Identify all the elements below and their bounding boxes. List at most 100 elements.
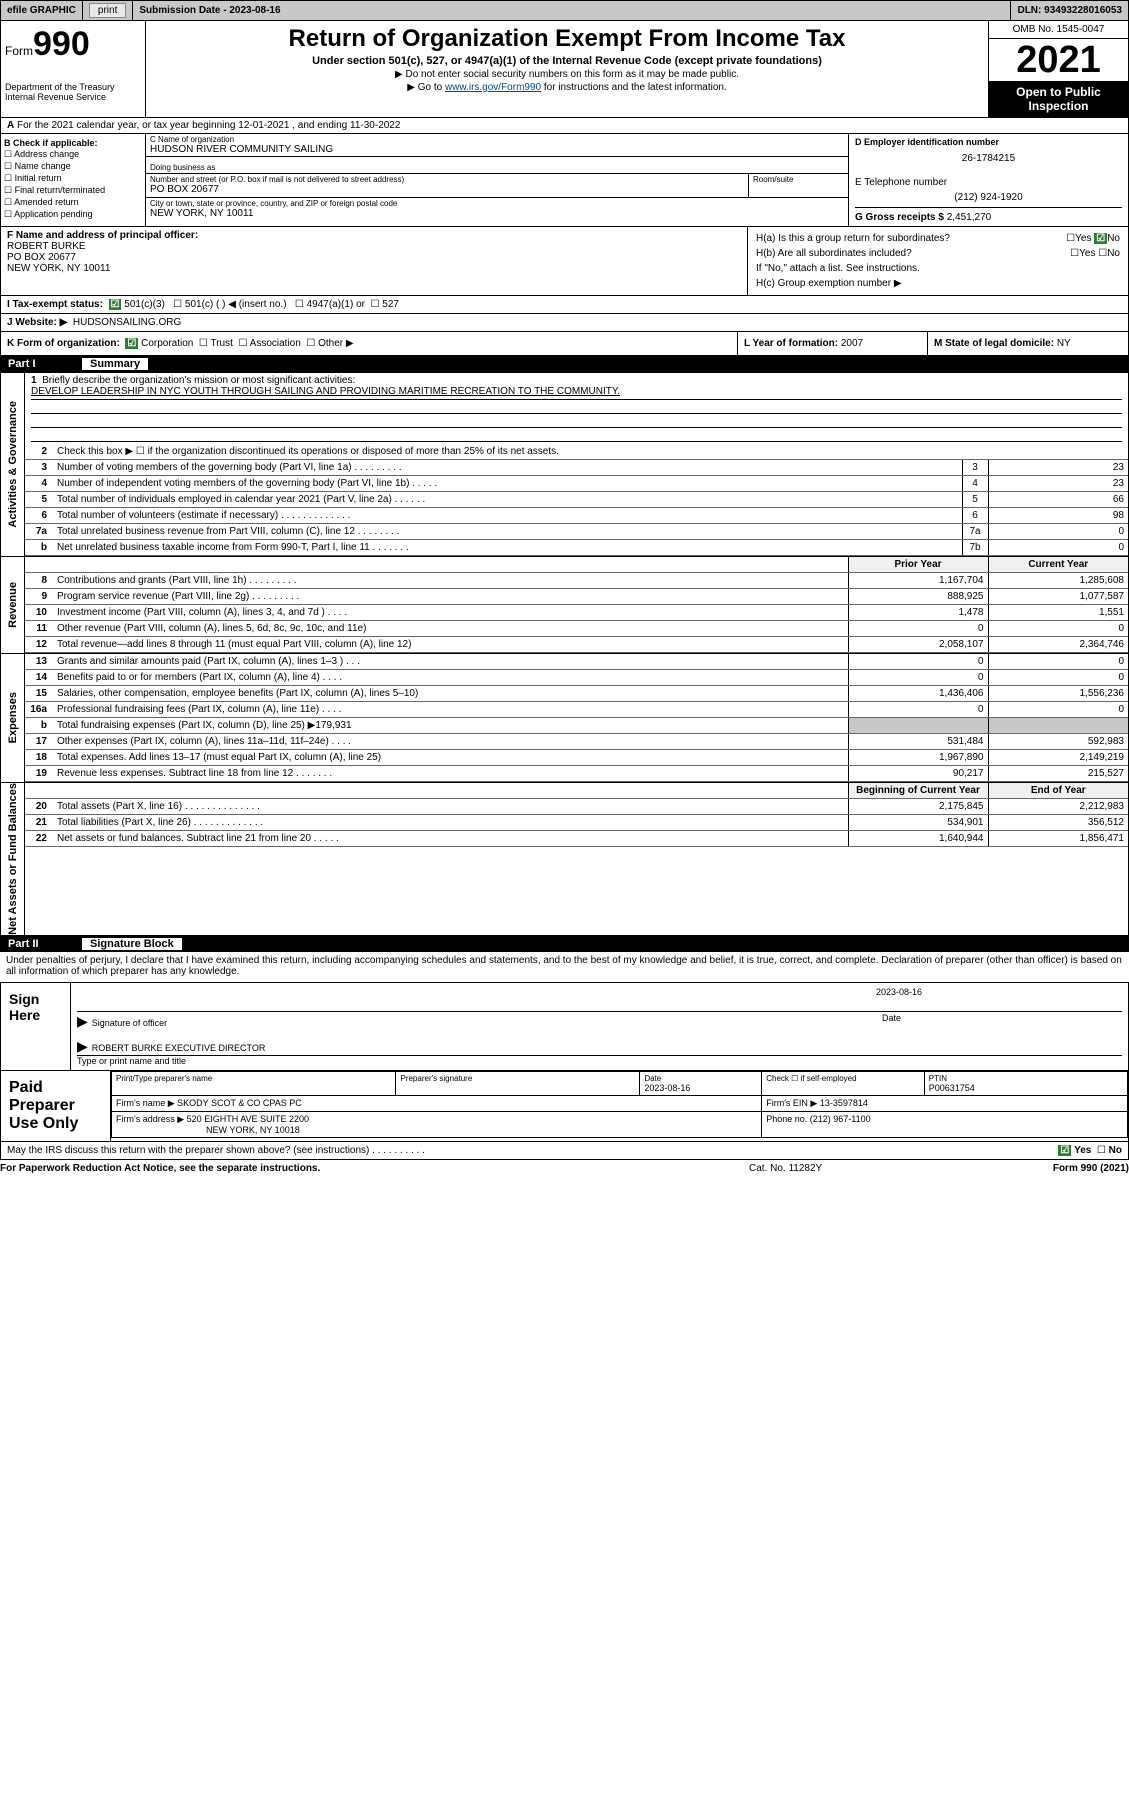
line5-num: 5 (962, 492, 988, 508)
section-addr: Number and street (or P.O. box if mail i… (146, 174, 848, 226)
line10-prior: 1,478 (848, 605, 988, 621)
line18: Total expenses. Add lines 13–17 (must eq… (53, 750, 848, 766)
discuss-row: May the IRS discuss this return with the… (0, 1142, 1129, 1160)
i-501c: 501(c) ( ) ◀ (insert no.) (185, 299, 287, 310)
city-value: NEW YORK, NY 10011 (146, 208, 848, 221)
dba-value (146, 172, 848, 173)
line16b: Total fundraising expenses (Part IX, col… (53, 718, 848, 734)
line21-curr: 356,512 (988, 815, 1128, 831)
part1-header: Part I Summary (0, 356, 1129, 372)
firm-addr1: 520 EIGHTH AVE SUITE 2200 (187, 1114, 309, 1124)
vert-expenses: Expenses (1, 654, 25, 782)
ein-value: 26-1784215 (855, 153, 1122, 164)
sig-date-label: Date (882, 1013, 1122, 1030)
part1-title: Summary (82, 358, 148, 370)
row-klm: K Form of organization: ☑ Corporation ☐ … (0, 332, 1129, 356)
form-header: Form990 Department of the Treasury Inter… (0, 21, 1129, 118)
line15-curr: 1,556,236 (988, 686, 1128, 702)
form-title: Return of Organization Exempt From Incom… (150, 25, 984, 53)
paperwork-notice: For Paperwork Reduction Act Notice, see … (0, 1163, 749, 1174)
k-trust: Trust (210, 338, 232, 349)
c-label: C Name of organization (146, 134, 848, 144)
type-label: Type or print name and title (77, 1055, 1122, 1066)
line16a: Professional fundraising fees (Part IX, … (53, 702, 848, 718)
gross-receipts: 2,451,270 (947, 212, 992, 223)
room-suite: Room/suite (748, 174, 848, 197)
ptin-value: P00631754 (929, 1083, 1123, 1093)
year-formation: 2007 (841, 338, 863, 349)
line5: Total number of individuals employed in … (53, 492, 962, 508)
print-button[interactable]: print (83, 1, 133, 20)
subtitle-3: ▶ Go to www.irs.gov/Form990 for instruct… (150, 82, 984, 93)
governance-table: 2Check this box ▶ ☐ if the organization … (25, 444, 1128, 556)
website-value: HUDSONSAILING.ORG (73, 317, 181, 328)
arrow-icon-2: ▶ (77, 1038, 88, 1054)
line17-prior: 531,484 (848, 734, 988, 750)
arrow-icon: ▶ (77, 1013, 88, 1029)
addr-value: PO BOX 20677 (146, 184, 748, 197)
row-l: L Year of formation: 2007 (738, 332, 928, 355)
cat-no: Cat. No. 11282Y (749, 1163, 989, 1174)
line22: Net assets or fund balances. Subtract li… (53, 831, 848, 847)
line4: Number of independent voting members of … (53, 476, 962, 492)
j-label: J Website: ▶ (7, 317, 67, 328)
section-h: H(a) Is this a group return for subordin… (748, 227, 1128, 295)
header-right: OMB No. 1545-0047 2021 Open to Public In… (988, 21, 1128, 117)
revenue-table: Prior YearCurrent Year 8Contributions an… (25, 557, 1128, 653)
expenses-table: 13Grants and similar amounts paid (Part … (25, 654, 1128, 782)
print-btn[interactable]: print (89, 3, 126, 18)
line10: Investment income (Part VIII, column (A)… (53, 605, 848, 621)
line8: Contributions and grants (Part VIII, lin… (53, 573, 848, 589)
sub3-suffix: for instructions and the latest informat… (541, 82, 727, 93)
instructions-link[interactable]: www.irs.gov/Form990 (445, 82, 541, 93)
line9-prior: 888,925 (848, 589, 988, 605)
sign-here-label: Sign Here (1, 983, 71, 1070)
line15: Salaries, other compensation, employee b… (53, 686, 848, 702)
officer-addr2: NEW YORK, NY 10011 (7, 263, 110, 274)
firm-name-label: Firm's name ▶ (116, 1098, 175, 1108)
line19: Revenue less expenses. Subtract line 18 … (53, 766, 848, 782)
preparer-fields: Print/Type preparer's name Preparer's si… (111, 1071, 1128, 1141)
section-f: F Name and address of principal officer:… (1, 227, 748, 295)
line6-num: 6 (962, 508, 988, 524)
firm-phone: (212) 967-1100 (810, 1114, 871, 1124)
state-domicile: NY (1057, 338, 1071, 349)
firm-ein-label: Firm's EIN ▶ (766, 1098, 817, 1108)
begin-year-header: Beginning of Current Year (848, 783, 988, 799)
row-k: K Form of organization: ☑ Corporation ☐ … (1, 332, 738, 355)
line15-prior: 1,436,406 (848, 686, 988, 702)
k-assoc: Association (250, 338, 301, 349)
phone-value: (212) 924-1920 (855, 192, 1122, 203)
dln: DLN: 93493228016053 (1011, 1, 1128, 20)
line7b-val: 0 (988, 540, 1128, 556)
prep-date: 2023-08-16 (644, 1083, 757, 1093)
hb-label: H(b) Are all subordinates included? (756, 247, 1008, 260)
section-b: B Check if applicable: ☐ Address change … (1, 134, 146, 226)
subtitle-1: Under section 501(c), 527, or 4947(a)(1)… (150, 55, 984, 67)
row-i: I Tax-exempt status: ☑ 501(c)(3) ☐ 501(c… (0, 296, 1129, 314)
discuss-no: No (1109, 1145, 1122, 1156)
discuss-text: May the IRS discuss this return with the… (7, 1145, 1058, 1156)
discuss-yes: Yes (1074, 1145, 1091, 1156)
line19-curr: 215,527 (988, 766, 1128, 782)
line19-prior: 90,217 (848, 766, 988, 782)
section-cd: C Name of organization HUDSON RIVER COMM… (146, 134, 1128, 226)
line21: Total liabilities (Part X, line 26) . . … (53, 815, 848, 831)
i-4947: 4947(a)(1) or (307, 299, 365, 310)
city-label: City or town, state or province, country… (146, 198, 848, 208)
line11-prior: 0 (848, 621, 988, 637)
g-label: G Gross receipts $ (855, 212, 944, 223)
org-name: HUDSON RIVER COMMUNITY SAILING (146, 144, 848, 156)
ha-label: H(a) Is this a group return for subordin… (756, 232, 1008, 245)
mission-blank3 (31, 428, 1122, 442)
k-corp: Corporation (141, 338, 193, 349)
officer-addr1: PO BOX 20677 (7, 252, 76, 263)
line9: Program service revenue (Part VIII, line… (53, 589, 848, 605)
phone-label: Phone no. (766, 1114, 807, 1124)
sign-here-block: Sign Here 2023-08-16 ▶Signature of offic… (0, 982, 1129, 1071)
name-title-value: ▶ROBERT BURKE EXECUTIVE DIRECTOR (77, 1038, 1122, 1055)
preparer-label: Paid Preparer Use Only (1, 1071, 111, 1141)
prior-year-header: Prior Year (848, 557, 988, 573)
end-year-header: End of Year (988, 783, 1128, 799)
line13-curr: 0 (988, 654, 1128, 670)
